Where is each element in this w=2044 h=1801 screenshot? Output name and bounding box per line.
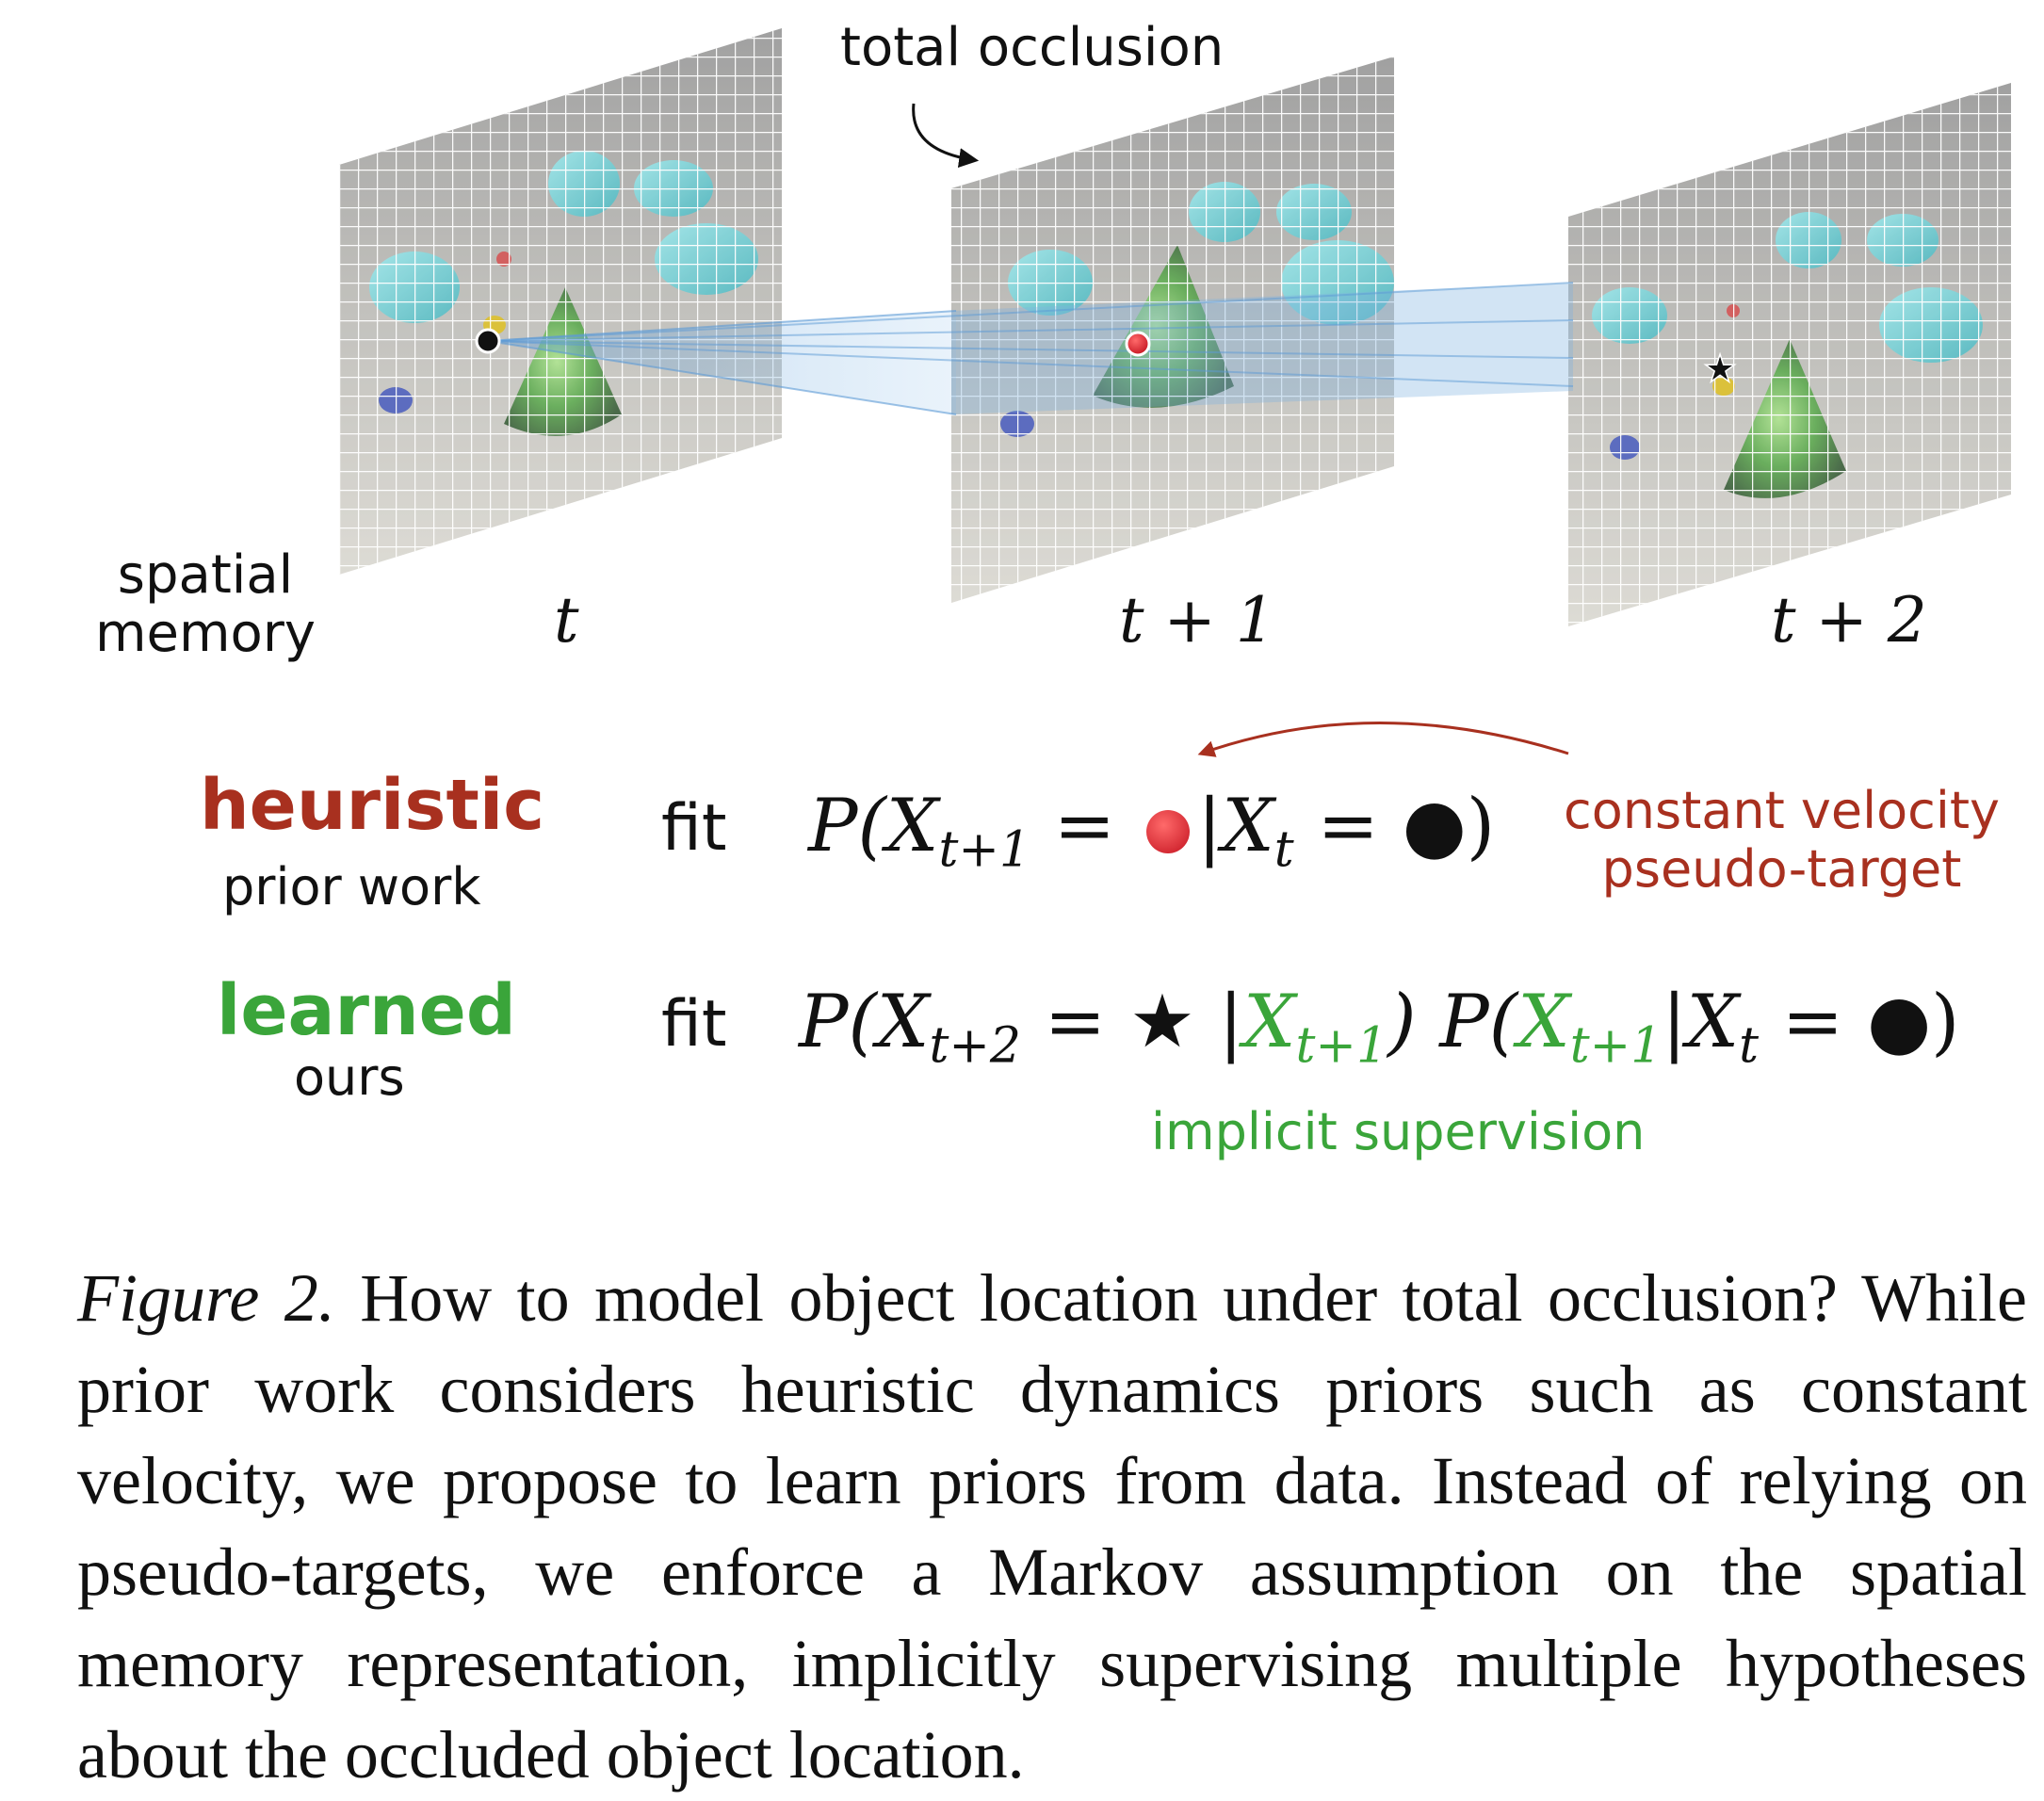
- learned-fit: fit: [661, 987, 727, 1062]
- heuristic-eq-sub1: t+1: [938, 821, 1031, 879]
- learned-eq-c: X: [1242, 980, 1296, 1064]
- spatial-memory-label: spatial memory: [92, 546, 318, 663]
- learned-eq-f: |X: [1662, 980, 1740, 1064]
- learned-eq-a: P(X: [799, 980, 930, 1064]
- learned-equation: P(Xt+2 = ★ |Xt+1) P(Xt+1|Xt = ●): [799, 980, 1959, 1075]
- learned-eq-e-sub: t+1: [1569, 1017, 1663, 1075]
- learned-subtitle: ours: [294, 1047, 405, 1107]
- figure-caption-label: Figure 2.: [77, 1260, 335, 1336]
- heuristic-annotation-line2: pseudo-target: [1601, 839, 1962, 899]
- total-occlusion-label: total occlusion: [840, 17, 1225, 78]
- figure-caption-text: How to model object location under total…: [77, 1260, 2028, 1793]
- frame-t1-label: t + 1: [1119, 584, 1275, 657]
- heuristic-eq-bar: |X: [1196, 784, 1274, 868]
- learned-eq-d: ) P(: [1387, 980, 1518, 1064]
- spatial-memory-line1: spatial: [117, 544, 294, 606]
- learned-title: learned: [217, 970, 516, 1051]
- heuristic-equation: P(Xt+1 = |Xt = ●): [808, 784, 1495, 879]
- star-marker-t2: ★: [1703, 348, 1737, 391]
- frame-t2-label: t + 2: [1771, 584, 1927, 657]
- heuristic-eq-prefix: P(X: [808, 784, 939, 868]
- heuristic-annotation-line1: constant velocity: [1564, 781, 2000, 840]
- heuristic-subtitle: prior work: [222, 857, 481, 917]
- figure-illustration: ★: [339, 28, 2011, 757]
- frame-t-label: t: [554, 584, 579, 657]
- heuristic-eq-red-dot: [1145, 809, 1190, 853]
- pseudo-target-arrow: [1197, 722, 1569, 757]
- learned-annotation: implicit supervision: [1151, 1102, 1646, 1161]
- frame-t2-panel: [1568, 83, 2011, 626]
- learned-eq-c-sub: t+1: [1295, 1017, 1388, 1075]
- heuristic-eq-end: = ●): [1293, 784, 1496, 868]
- heuristic-eq-mid: =: [1030, 784, 1139, 868]
- attention-beams: [487, 282, 1574, 415]
- object-dot-t1: [1125, 331, 1151, 357]
- heuristic-eq-sub2: t: [1273, 821, 1294, 879]
- frame-t-panel: [339, 28, 782, 575]
- heuristic-fit: fit: [661, 791, 727, 866]
- learned-eq-f-sub: t: [1739, 1017, 1760, 1075]
- learned-eq-g: = ●): [1759, 980, 1960, 1064]
- figure-caption: Figure 2. How to model object location u…: [77, 1253, 2027, 1801]
- heuristic-title: heuristic: [200, 765, 545, 846]
- object-dot-t: [475, 328, 501, 354]
- spatial-memory-line2: memory: [95, 603, 316, 664]
- learned-eq-e: X: [1517, 980, 1570, 1064]
- frame-t1-panel: [951, 57, 1394, 603]
- total-occlusion-arrow: [912, 103, 980, 169]
- heuristic-annotation: constant velocity pseudo-target: [1564, 782, 2000, 899]
- learned-eq-a-sub: t+2: [929, 1017, 1022, 1075]
- learned-eq-b: = ★ |: [1021, 980, 1243, 1064]
